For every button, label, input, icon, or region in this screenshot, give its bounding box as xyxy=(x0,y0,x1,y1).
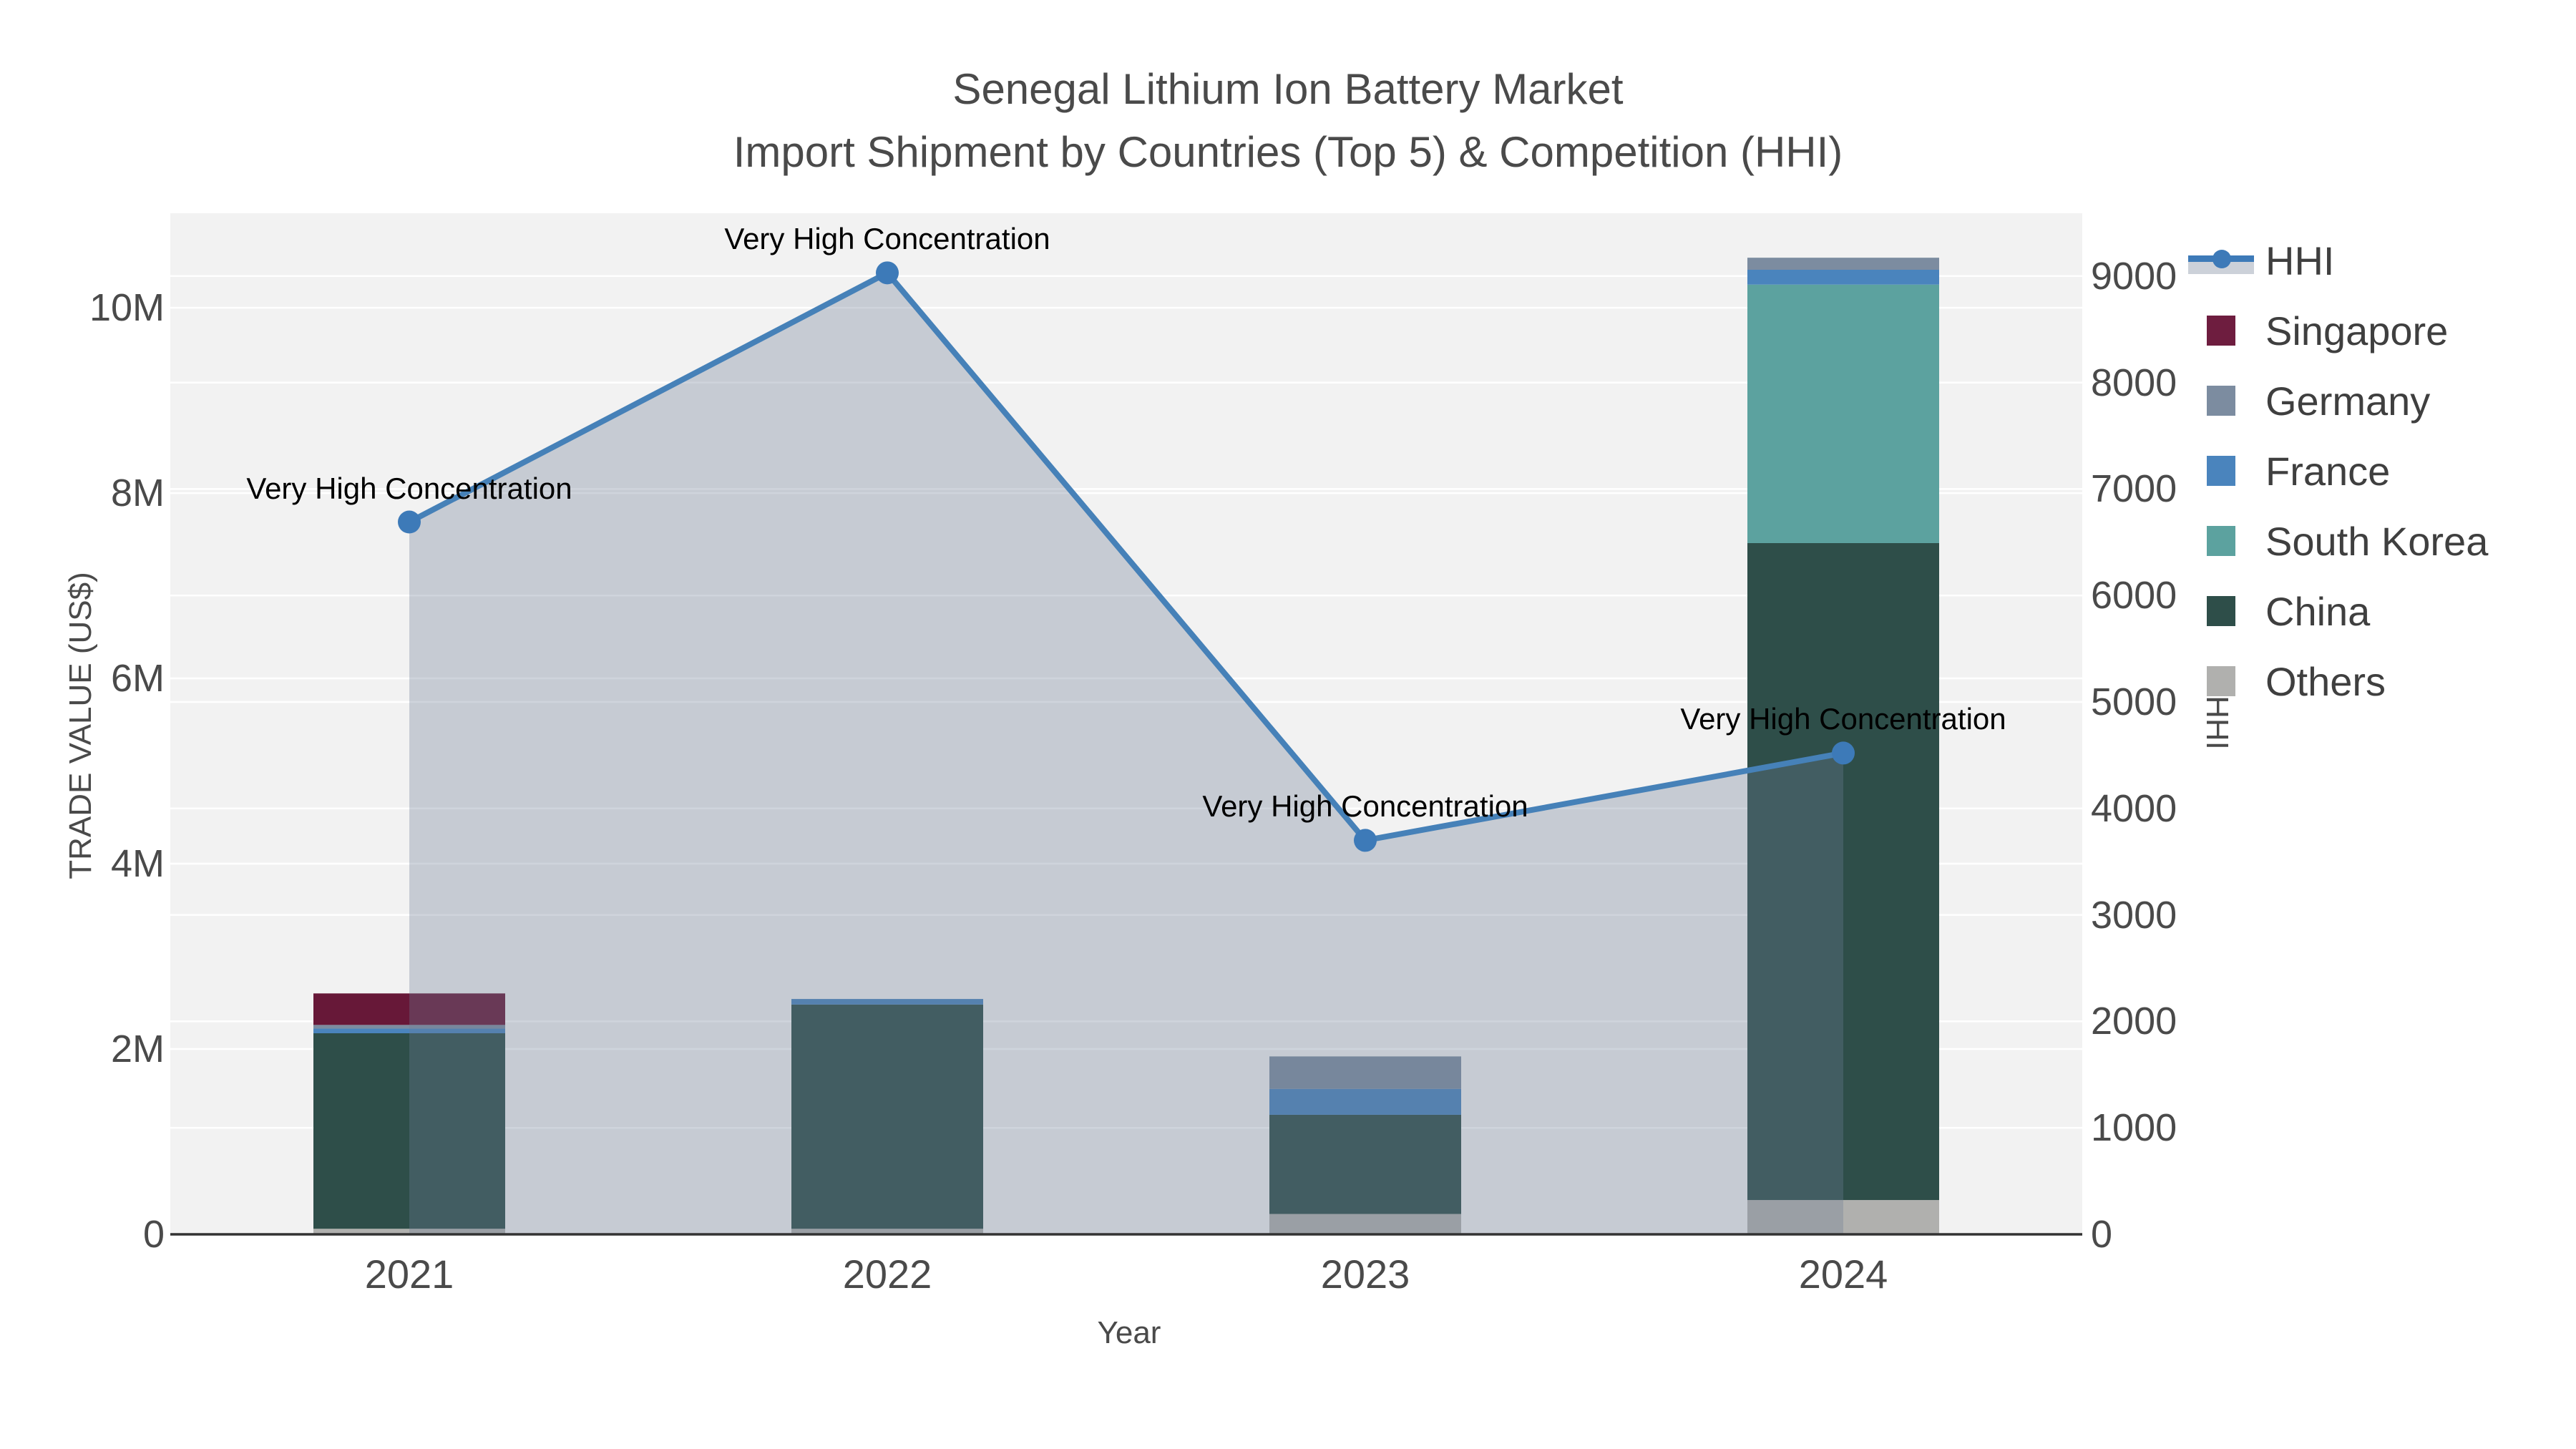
y-right-tick-8000: 8000 xyxy=(2091,361,2177,404)
y-right-tick-1000: 1000 xyxy=(2091,1106,2177,1150)
x-tick-2024: 2024 xyxy=(1798,1252,1888,1297)
y-left-tick-0: 0 xyxy=(142,1213,165,1256)
legend: HHI Singapore Germany France South Korea Chin… xyxy=(2188,225,2488,716)
legend-item-china[interactable]: China xyxy=(2188,576,2488,646)
bar-segment-2021-france[interactable] xyxy=(313,1028,505,1034)
hhi-marker-sample xyxy=(2212,250,2231,268)
bar-segment-2022-others[interactable] xyxy=(791,1229,983,1234)
bar-segment-2024-france[interactable] xyxy=(1747,269,1939,285)
bar-segment-2021-china[interactable] xyxy=(313,1033,505,1229)
y-right-tick-5000: 5000 xyxy=(2091,680,2177,723)
legend-item-singapore[interactable]: Singapore xyxy=(2188,296,2488,366)
legend-swatch-icon xyxy=(2207,456,2235,486)
bar-segment-2024-others[interactable] xyxy=(1747,1200,1939,1234)
annotation-2022: Very High Concentration xyxy=(724,222,1050,256)
legend-swatch-icon xyxy=(2207,316,2235,346)
bar-segment-2024-germany[interactable] xyxy=(1747,258,1939,270)
legend-item-label: France xyxy=(2265,448,2391,494)
annotation-2021: Very High Concentration xyxy=(246,471,572,505)
bar-segment-2023-germany[interactable] xyxy=(1269,1056,1461,1089)
legend-item-hhi[interactable]: HHI xyxy=(2188,225,2488,296)
y-left-tick-8M: 8M xyxy=(110,472,165,515)
legend-item-label: Singapore xyxy=(2265,308,2449,353)
legend-item-label: HHI xyxy=(2265,238,2335,283)
annotation-2024: Very High Concentration xyxy=(1680,702,2006,736)
bar-segment-2022-china[interactable] xyxy=(791,1004,983,1229)
legend-item-label: South Korea xyxy=(2265,518,2489,564)
y-left-tick-2M: 2M xyxy=(110,1028,165,1071)
hhi-line xyxy=(408,270,1844,844)
bar-segment-2023-china[interactable] xyxy=(1269,1114,1461,1214)
legend-swatch-icon xyxy=(2207,596,2235,626)
bar-segment-2023-france[interactable] xyxy=(1269,1088,1461,1115)
chart-title-line2: Import Shipment by Countries (Top 5) & C… xyxy=(733,128,1843,176)
y-right-tick-6000: 6000 xyxy=(2091,574,2177,618)
legend-item-label: Others xyxy=(2265,658,2386,704)
annotation-2023: Very High Concentration xyxy=(1202,789,1528,824)
y-right-tick-2000: 2000 xyxy=(2091,1000,2177,1043)
hhi-marker-2022[interactable] xyxy=(876,261,899,285)
y-left-axis-title: TRADE VALUE (US$) xyxy=(63,572,98,879)
legend-swatch-icon xyxy=(2207,526,2235,556)
y-right-tick-7000: 7000 xyxy=(2091,467,2177,511)
y-right-tick-3000: 3000 xyxy=(2091,893,2177,937)
legend-swatch-icon xyxy=(2207,666,2235,696)
legend-item-others[interactable]: Others xyxy=(2188,646,2488,716)
bar-segment-2024-china[interactable] xyxy=(1747,542,1939,1201)
bar-segment-2021-others[interactable] xyxy=(313,1229,505,1234)
y-right-tick-4000: 4000 xyxy=(2091,786,2177,830)
bar-segment-2022-france[interactable] xyxy=(791,999,983,1005)
chart-title-line1: Senegal Lithium Ion Battery Market xyxy=(952,65,1624,113)
hhi-marker-2023[interactable] xyxy=(1354,829,1377,852)
y-right-tick-9000: 9000 xyxy=(2091,254,2177,298)
hhi-marker-2021[interactable] xyxy=(398,510,421,534)
bar-segment-2023-others[interactable] xyxy=(1269,1214,1461,1234)
hhi-line-icon xyxy=(2188,244,2254,277)
bar-segment-2021-singapore[interactable] xyxy=(313,993,505,1025)
legend-swatch-icon xyxy=(2207,386,2235,416)
bar-segment-2021-germany[interactable] xyxy=(313,1025,505,1029)
x-tick-2021: 2021 xyxy=(364,1252,454,1297)
hhi-marker-2024[interactable] xyxy=(1832,741,1855,765)
bar-segment-2024-south-korea[interactable] xyxy=(1747,284,1939,543)
legend-item-germany[interactable]: Germany xyxy=(2188,366,2488,436)
y-right-tick-0: 0 xyxy=(2091,1213,2113,1256)
x-axis-title: Year xyxy=(1097,1315,1161,1350)
x-tick-2022: 2022 xyxy=(842,1252,932,1297)
legend-item-south-korea[interactable]: South Korea xyxy=(2188,506,2488,576)
y-left-tick-10M: 10M xyxy=(89,286,165,330)
legend-item-france[interactable]: France xyxy=(2188,436,2488,506)
hhi-area-fill xyxy=(409,273,1843,1234)
x-tick-2023: 2023 xyxy=(1320,1252,1410,1297)
y-left-tick-4M: 4M xyxy=(110,842,165,886)
legend-item-label: Germany xyxy=(2265,378,2431,424)
legend-item-label: China xyxy=(2265,588,2371,634)
y-left-tick-6M: 6M xyxy=(110,657,165,701)
